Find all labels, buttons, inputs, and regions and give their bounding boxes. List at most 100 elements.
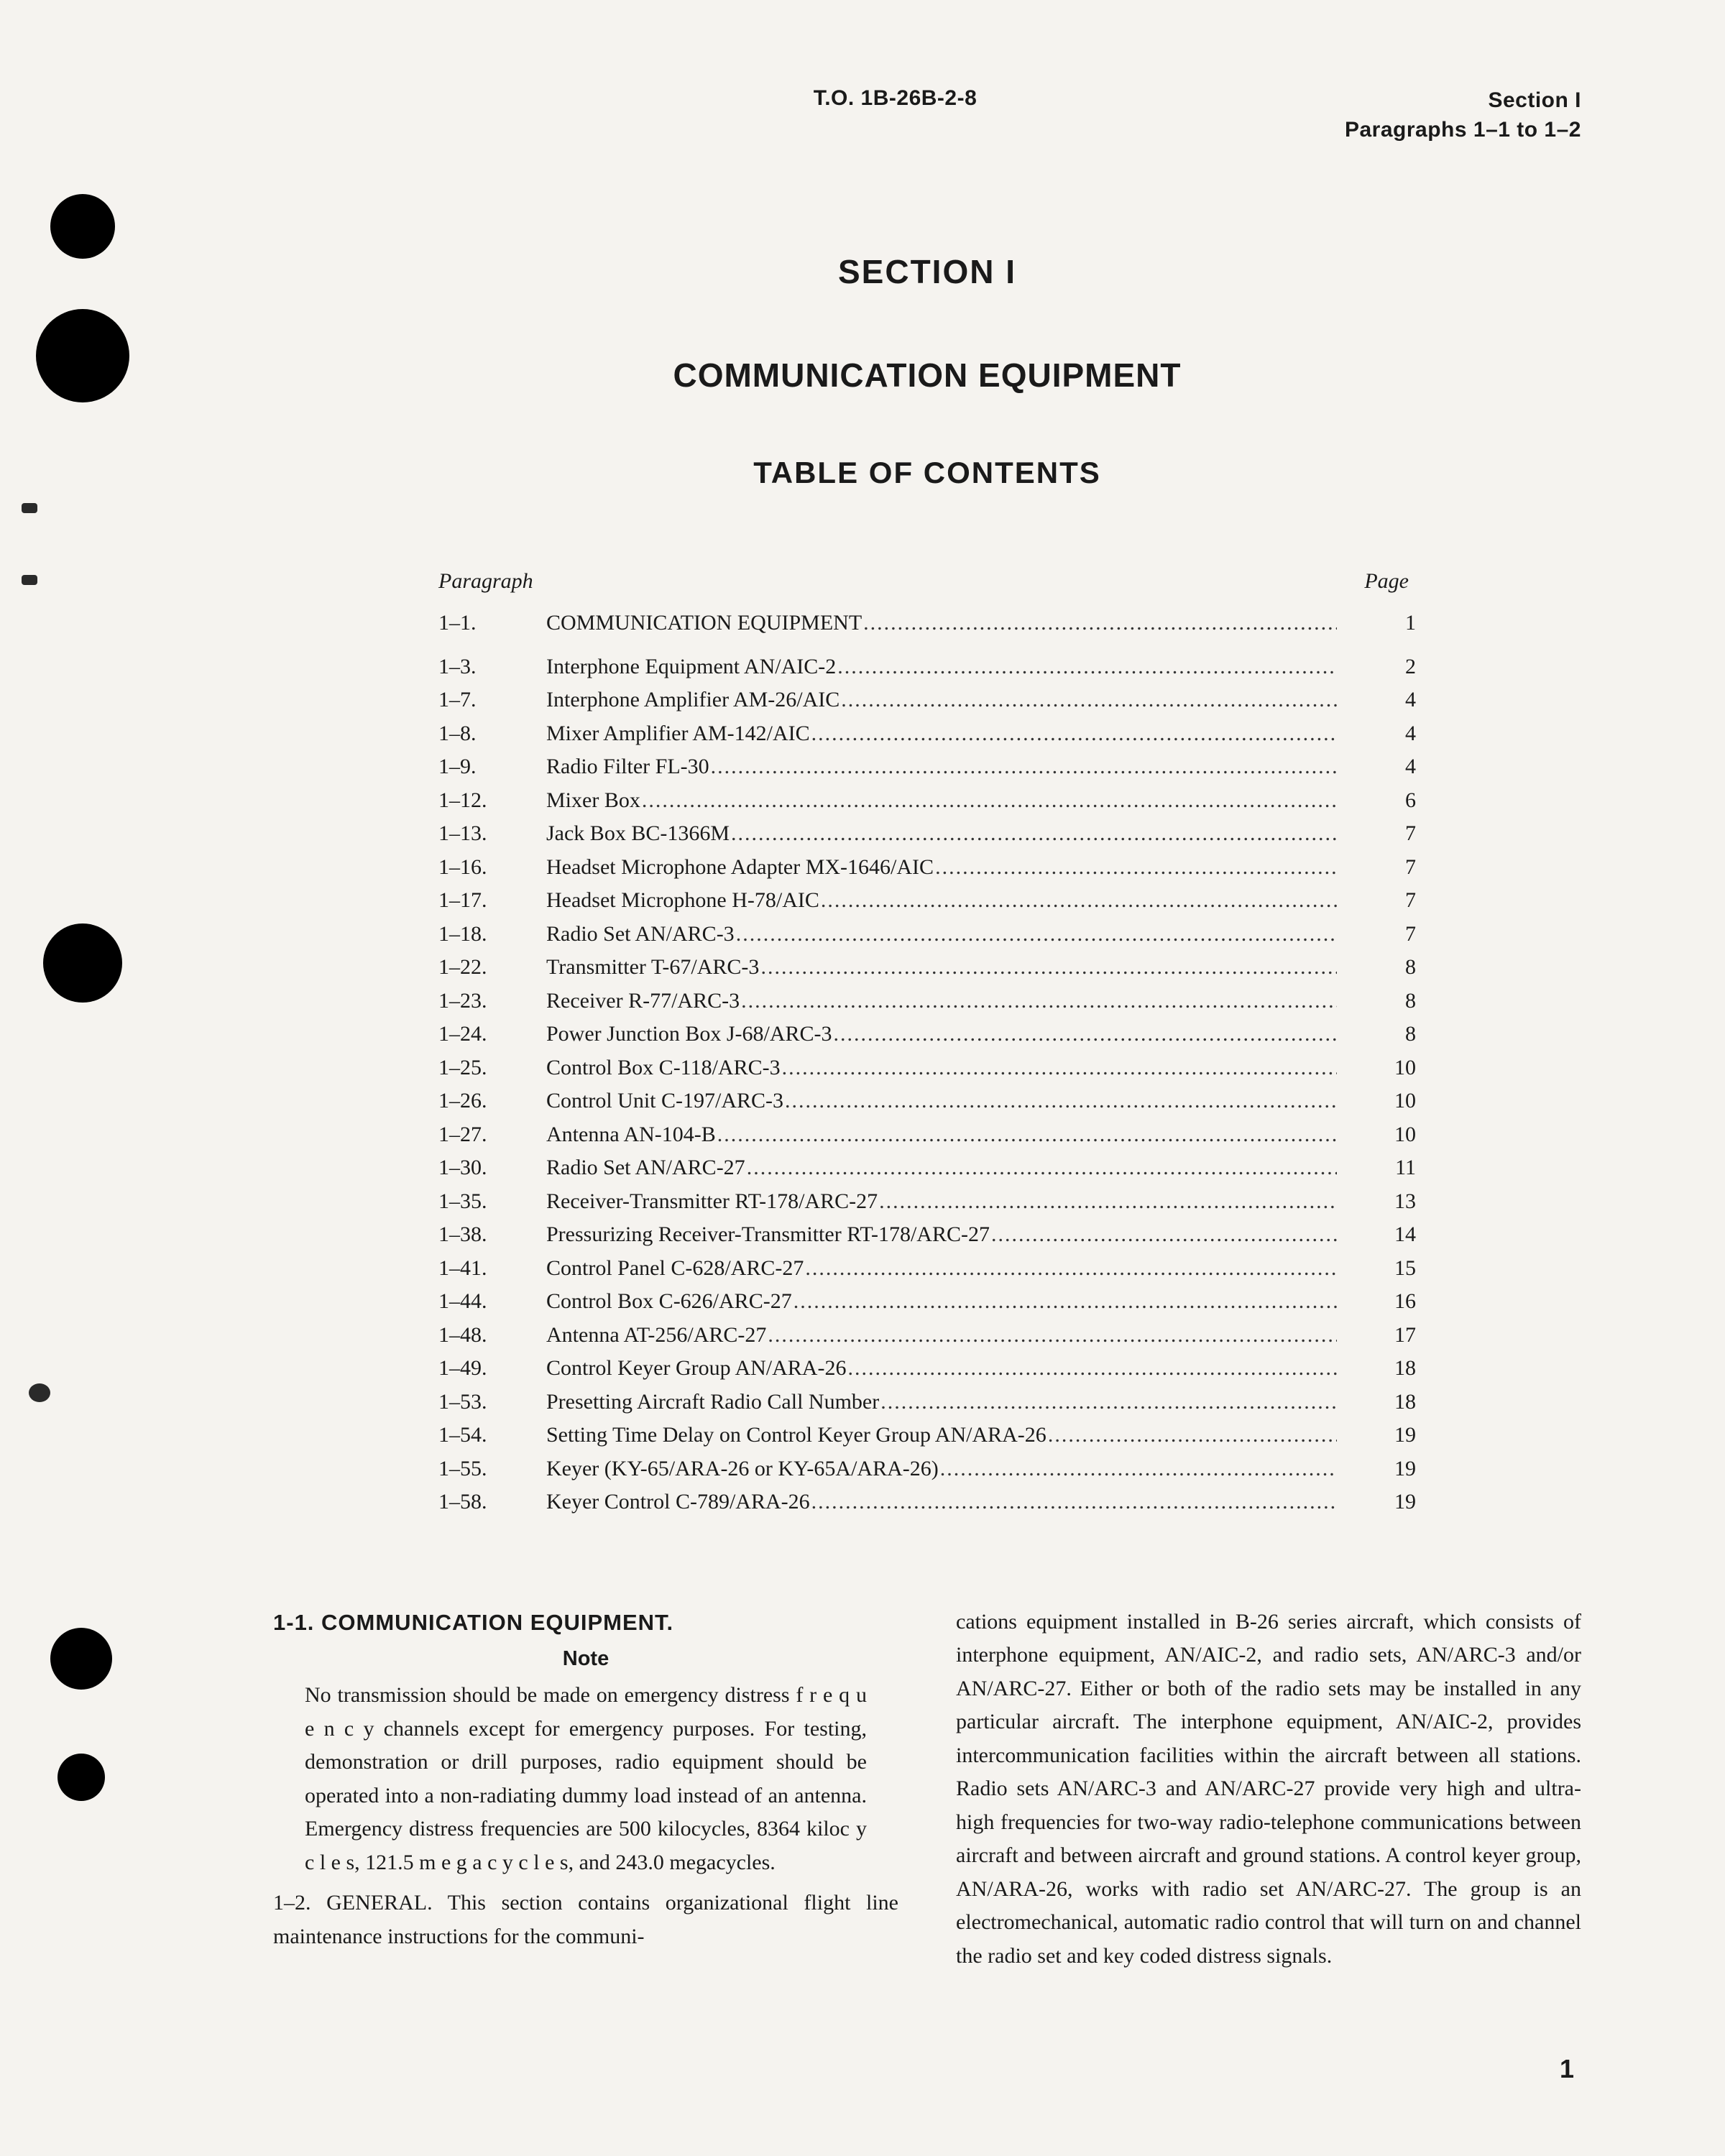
toc-entry-number: 1–26. — [438, 1084, 546, 1118]
paragraph-1-2-lead: 1–2. GENERAL. This section contains orga… — [273, 1886, 898, 1953]
toc-entry-title: Control Keyer Group AN/ARA-26 — [546, 1352, 1337, 1386]
toc-entry-page: 14 — [1337, 1218, 1416, 1252]
toc-entry-title: Mixer Box — [546, 784, 1337, 818]
binder-hole-icon — [58, 1754, 105, 1801]
toc-entry-page: 18 — [1337, 1352, 1416, 1386]
toc-entry-number: 1–58. — [438, 1485, 546, 1519]
toc-entry-page: 19 — [1337, 1452, 1416, 1486]
header-paragraph-range: Paragraphs 1–1 to 1–2 — [1345, 116, 1581, 145]
toc-entry-page: 10 — [1337, 1118, 1416, 1152]
toc-row: 1–58.Keyer Control C-789/ARA-2619 — [438, 1485, 1416, 1519]
right-column: cations equipment installed in B-26 seri… — [956, 1606, 1581, 1973]
toc-row: 1–44.Control Box C-626/ARC-2716 — [438, 1285, 1416, 1319]
toc-entry-title: Keyer Control C-789/ARA-26 — [546, 1485, 1337, 1519]
left-column: 1-1. COMMUNICATION EQUIPMENT. Note No tr… — [273, 1606, 898, 1973]
toc-row: 1–26.Control Unit C-197/ARC-310 — [438, 1084, 1416, 1118]
toc-heading: TABLE OF CONTENTS — [273, 456, 1581, 490]
toc-entry-title: Antenna AT-256/ARC-27 — [546, 1319, 1337, 1353]
toc-row: 1–35.Receiver-Transmitter RT-178/ARC-271… — [438, 1185, 1416, 1219]
toc-entry-number: 1–16. — [438, 851, 546, 885]
toc-entry-page: 16 — [1337, 1285, 1416, 1319]
toc-entry-title: Control Box C-118/ARC-3 — [546, 1051, 1337, 1085]
toc-entry-title: Receiver R-77/ARC-3 — [546, 985, 1337, 1018]
toc-entry-number: 1–9. — [438, 750, 546, 784]
scan-mark-icon — [22, 575, 37, 585]
toc-entry-page: 7 — [1337, 918, 1416, 952]
toc-entry-title: Interphone Equipment AN/AIC-2 — [546, 650, 1337, 684]
toc-entry-number: 1–48. — [438, 1319, 546, 1353]
toc-entry-page: 19 — [1337, 1485, 1416, 1519]
toc-entry-page: 4 — [1337, 750, 1416, 784]
toc-entry-number: 1–3. — [438, 650, 546, 684]
toc-entry-page: 4 — [1337, 717, 1416, 751]
toc-entry-title: Mixer Amplifier AM-142/AIC — [546, 717, 1337, 751]
note-label: Note — [273, 1643, 898, 1675]
scan-mark-icon — [22, 503, 37, 513]
toc-row: 1–9.Radio Filter FL-304 — [438, 750, 1416, 784]
toc-row: 1–49.Control Keyer Group AN/ARA-2618 — [438, 1352, 1416, 1386]
toc-row: 1–7.Interphone Amplifier AM-26/AIC4 — [438, 683, 1416, 717]
toc-row: 1–1.COMMUNICATION EQUIPMENT1 — [438, 607, 1416, 640]
toc-entry-page: 7 — [1337, 817, 1416, 851]
toc-entry-number: 1–30. — [438, 1151, 546, 1185]
toc-entry-page: 19 — [1337, 1419, 1416, 1452]
paragraph-1-1-heading: 1-1. COMMUNICATION EQUIPMENT. — [273, 1606, 898, 1640]
toc-entry-page: 13 — [1337, 1185, 1416, 1219]
document-page: T.O. 1B-26B-2-8 Section I Paragraphs 1–1… — [0, 0, 1725, 2156]
toc-entry-number: 1–12. — [438, 784, 546, 818]
toc-entry-title: Antenna AN-104-B — [546, 1118, 1337, 1152]
toc-entry-number: 1–44. — [438, 1285, 546, 1319]
toc-row: 1–17.Headset Microphone H-78/AIC7 — [438, 884, 1416, 918]
note-text: No transmission should be made on emerge… — [273, 1679, 898, 1886]
toc-entry-title: Control Box C-626/ARC-27 — [546, 1285, 1337, 1319]
toc-column-headers: Paragraph Page — [438, 569, 1416, 594]
subject-heading: COMMUNICATION EQUIPMENT — [273, 356, 1581, 395]
toc-row: 1–23.Receiver R-77/ARC-38 — [438, 985, 1416, 1018]
toc-entry-title: Control Unit C-197/ARC-3 — [546, 1084, 1337, 1118]
toc-entry-page: 17 — [1337, 1319, 1416, 1353]
toc-row: 1–13.Jack Box BC-1366M7 — [438, 817, 1416, 851]
toc-entry-number: 1–54. — [438, 1419, 546, 1452]
toc-entry-page: 18 — [1337, 1386, 1416, 1419]
toc-entry-page: 15 — [1337, 1252, 1416, 1286]
toc-row: 1–25.Control Box C-118/ARC-310 — [438, 1051, 1416, 1085]
toc-row: 1–22.Transmitter T-67/ARC-38 — [438, 951, 1416, 985]
toc-entry-title: COMMUNICATION EQUIPMENT — [546, 607, 1337, 640]
toc-row: 1–38.Pressurizing Receiver-Transmitter R… — [438, 1218, 1416, 1252]
toc-row: 1–54.Setting Time Delay on Control Keyer… — [438, 1419, 1416, 1452]
toc-entry-number: 1–53. — [438, 1386, 546, 1419]
toc-entry-page: 11 — [1337, 1151, 1416, 1185]
toc-entry-number: 1–27. — [438, 1118, 546, 1152]
toc-entry-number: 1–41. — [438, 1252, 546, 1286]
toc-row: 1–12.Mixer Box6 — [438, 784, 1416, 818]
header-right: Section I Paragraphs 1–1 to 1–2 — [1345, 86, 1581, 144]
toc-entry-number: 1–23. — [438, 985, 546, 1018]
binder-hole-icon — [36, 309, 129, 402]
toc-entry-page: 7 — [1337, 851, 1416, 885]
toc-row: 1–48.Antenna AT-256/ARC-2717 — [438, 1319, 1416, 1353]
toc-entry-title: Radio Set AN/ARC-3 — [546, 918, 1337, 952]
toc-row: 1–18.Radio Set AN/ARC-37 — [438, 918, 1416, 952]
toc-head-page: Page — [1364, 569, 1409, 594]
toc-entry-title: Headset Microphone Adapter MX-1646/AIC — [546, 851, 1337, 885]
table-of-contents: Paragraph Page 1–1.COMMUNICATION EQUIPME… — [438, 569, 1416, 1519]
toc-entry-title: Headset Microphone H-78/AIC — [546, 884, 1337, 918]
toc-row: 1–30.Radio Set AN/ARC-2711 — [438, 1151, 1416, 1185]
toc-entry-number: 1–8. — [438, 717, 546, 751]
toc-entry-number: 1–13. — [438, 817, 546, 851]
toc-entry-number: 1–7. — [438, 683, 546, 717]
toc-entry-page: 8 — [1337, 951, 1416, 985]
toc-entry-title: Presetting Aircraft Radio Call Number — [546, 1386, 1337, 1419]
toc-entry-number: 1–1. — [438, 607, 546, 640]
toc-row: 1–16.Headset Microphone Adapter MX-1646/… — [438, 851, 1416, 885]
toc-head-paragraph: Paragraph — [438, 569, 533, 594]
toc-entry-number: 1–25. — [438, 1051, 546, 1085]
toc-entry-title: Radio Set AN/ARC-27 — [546, 1151, 1337, 1185]
toc-entry-page: 2 — [1337, 650, 1416, 684]
technical-order-number: T.O. 1B-26B-2-8 — [273, 86, 1345, 144]
toc-entry-page: 10 — [1337, 1051, 1416, 1085]
toc-entry-number: 1–55. — [438, 1452, 546, 1486]
toc-entry-number: 1–38. — [438, 1218, 546, 1252]
toc-entry-number: 1–49. — [438, 1352, 546, 1386]
toc-row: 1–27.Antenna AN-104-B10 — [438, 1118, 1416, 1152]
